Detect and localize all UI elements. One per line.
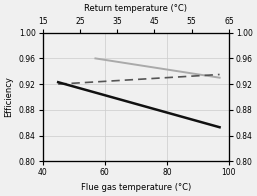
X-axis label: Return temperature (°C): Return temperature (°C) <box>84 4 187 13</box>
Y-axis label: Efficiency: Efficiency <box>4 77 13 117</box>
X-axis label: Flue gas temperature (°C): Flue gas temperature (°C) <box>81 183 191 192</box>
